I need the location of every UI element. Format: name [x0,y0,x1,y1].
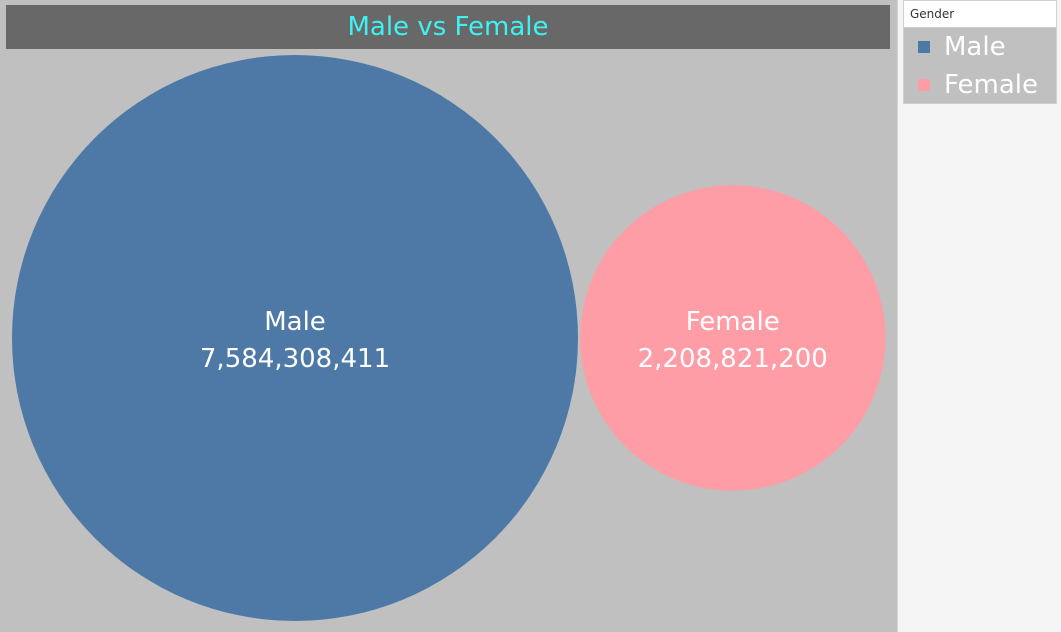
bubble-chart: Male 7,584,308,411 Female 2,208,821,200 [12,55,886,621]
panel-divider [897,0,898,632]
bubble-female[interactable] [580,185,886,491]
legend-item-female[interactable]: Female [904,66,1056,104]
legend-item-male[interactable]: Male [904,28,1056,66]
bubble-value-male: 7,584,308,411 [200,344,390,374]
chart-title: Male vs Female [6,5,890,49]
legend-swatch-female [918,79,930,91]
bubble-label-male: Male [264,307,326,337]
legend: Gender Male Female [903,0,1057,104]
legend-title: Gender [904,1,1056,28]
legend-label-female: Female [944,70,1039,100]
bubble-male[interactable] [12,55,578,621]
bubble-label-female: Female [686,307,780,337]
legend-label-male: Male [944,32,1006,62]
bubble-value-female: 2,208,821,200 [638,344,828,374]
legend-swatch-male [918,41,930,53]
chart-area: Male vs Female Male 7,584,308,411 Female 2,… [0,0,897,632]
